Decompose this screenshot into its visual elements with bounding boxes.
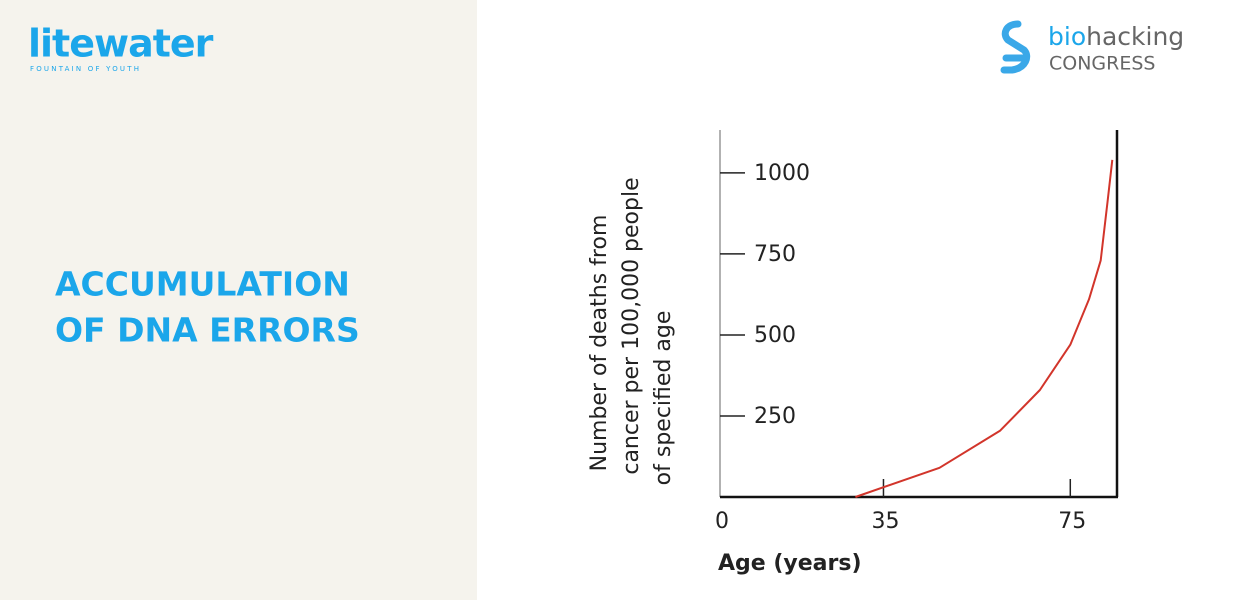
partner-name-b: hacking	[1086, 22, 1184, 51]
brand-tagline: FOUNTAIN OF YOUTH	[30, 65, 141, 73]
y-axis-title-line: Number of deaths from	[587, 215, 612, 472]
y-tick-label: 500	[754, 323, 796, 348]
right-panel	[477, 0, 1240, 600]
y-tick-label: 250	[754, 404, 796, 429]
x-tick-label: 35	[871, 509, 899, 534]
y-axis-title: Number of deaths from cancer per 100,000…	[587, 177, 676, 485]
partner-icon	[1000, 20, 1031, 74]
slide-title: OF DNA ERRORS	[55, 311, 360, 350]
partner-sub: CONGRESS	[1049, 53, 1156, 75]
left-panel	[0, 0, 477, 600]
slide-title: ACCUMULATION	[55, 265, 350, 304]
y-tick-label: 750	[754, 242, 796, 267]
x-axis-title: Age (years)	[718, 551, 862, 576]
y-axis-title-line: cancer per 100,000 people	[619, 177, 644, 474]
y-axis-title-line: of specified age	[651, 311, 676, 486]
y-tick-label: 1000	[754, 161, 810, 186]
x-tick-label: 0	[715, 509, 729, 534]
partner-name-a: bio	[1048, 22, 1086, 51]
line-series	[855, 159, 1114, 498]
partner-name: biohacking	[1048, 22, 1184, 51]
brand-logo: litewater	[28, 22, 214, 66]
x-tick-label: 75	[1058, 509, 1086, 534]
